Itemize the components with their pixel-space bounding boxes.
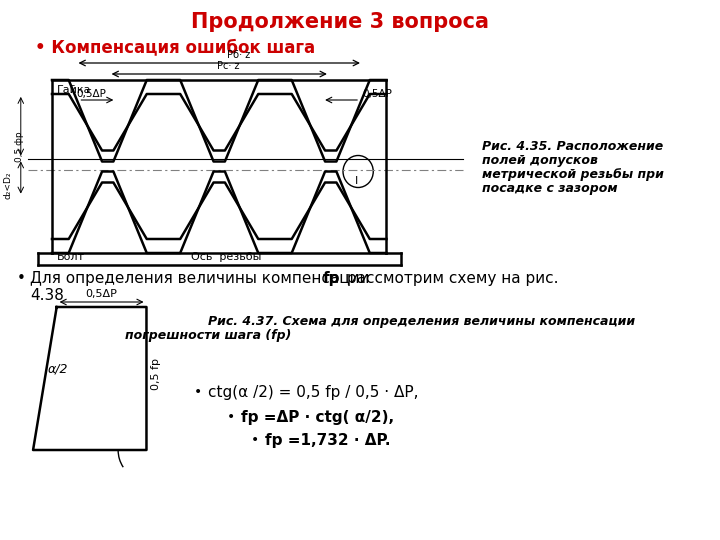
Text: 0,5ΔP: 0,5ΔP (362, 89, 392, 99)
Text: полей допусков: полей допусков (482, 154, 598, 167)
Text: I: I (355, 176, 358, 186)
Text: Рс· z: Рс· z (217, 61, 240, 71)
Text: •: • (227, 410, 235, 424)
Text: •: • (194, 385, 202, 399)
Text: метрической резьбы при: метрической резьбы при (482, 168, 664, 181)
Text: Рб· z: Рб· z (227, 50, 250, 60)
Text: погрешности шага (fp): погрешности шага (fp) (125, 329, 291, 342)
Text: 4.38: 4.38 (30, 288, 64, 303)
Text: ctg(α /2) = 0,5 fp / 0,5 · ΔP,: ctg(α /2) = 0,5 fp / 0,5 · ΔP, (208, 385, 418, 400)
Text: 0,5 фр: 0,5 фр (15, 132, 24, 162)
Text: Продолжение 3 вопроса: Продолжение 3 вопроса (192, 12, 489, 32)
Text: Рис. 4.37. Схема для определения величины компенсации: Рис. 4.37. Схема для определения величин… (208, 315, 635, 328)
Text: рассмотрим схему на рис.: рассмотрим схему на рис. (342, 271, 559, 286)
Text: Рис. 4.35. Расположение: Рис. 4.35. Расположение (482, 140, 663, 153)
Text: 0,5ΔP: 0,5ΔP (76, 89, 107, 99)
Text: α/2: α/2 (48, 362, 68, 375)
Text: d₂<D₂: d₂<D₂ (4, 172, 13, 199)
Text: 0,5 fр: 0,5 fр (151, 357, 161, 389)
Text: Ось  резьбы: Ось резьбы (191, 252, 261, 262)
Text: Для определения величины компенсации: Для определения величины компенсации (30, 271, 374, 286)
Text: Гайка: Гайка (57, 85, 91, 95)
Text: fp =ΔP · ctg( α/2),: fp =ΔP · ctg( α/2), (241, 410, 394, 425)
Text: посадке с зазором: посадке с зазором (482, 182, 618, 195)
Text: •: • (17, 271, 26, 286)
Text: fp =1,732 · ΔP.: fp =1,732 · ΔP. (264, 433, 390, 448)
Text: fp: fp (323, 271, 341, 286)
Text: • Компенсация ошибок шага: • Компенсация ошибок шага (35, 38, 315, 56)
Text: Болт: Болт (57, 252, 85, 262)
Text: 0,5ΔP: 0,5ΔP (86, 289, 117, 299)
Text: •: • (251, 433, 258, 447)
